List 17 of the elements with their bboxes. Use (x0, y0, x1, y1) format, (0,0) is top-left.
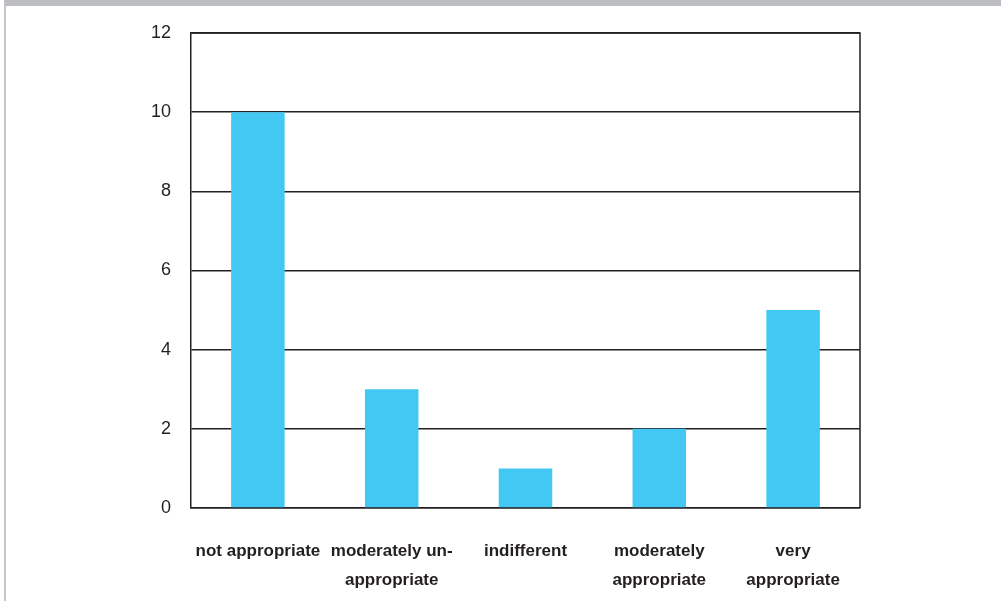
y-tick-label: 8 (160, 180, 171, 201)
bar (231, 112, 285, 508)
y-tick-label: 0 (160, 496, 171, 517)
y-tick-label: 6 (160, 259, 171, 280)
bar (364, 389, 419, 508)
x-tick-label: very appropriate (746, 540, 840, 590)
bar (766, 310, 820, 508)
y-tick-label: 2 (160, 417, 171, 438)
y-tick-label: 12 (150, 21, 171, 42)
y-tick-label: 4 (160, 338, 171, 359)
y-tick-label: 10 (150, 101, 171, 122)
x-tick-label: moderately appropriate (612, 540, 707, 590)
x-tick-label: not appropriate (195, 540, 321, 560)
x-tick-label: moderately un-appropriate (330, 540, 453, 590)
bar (498, 468, 553, 508)
x-tick-label: indifferent (483, 540, 568, 560)
bar (632, 428, 687, 508)
